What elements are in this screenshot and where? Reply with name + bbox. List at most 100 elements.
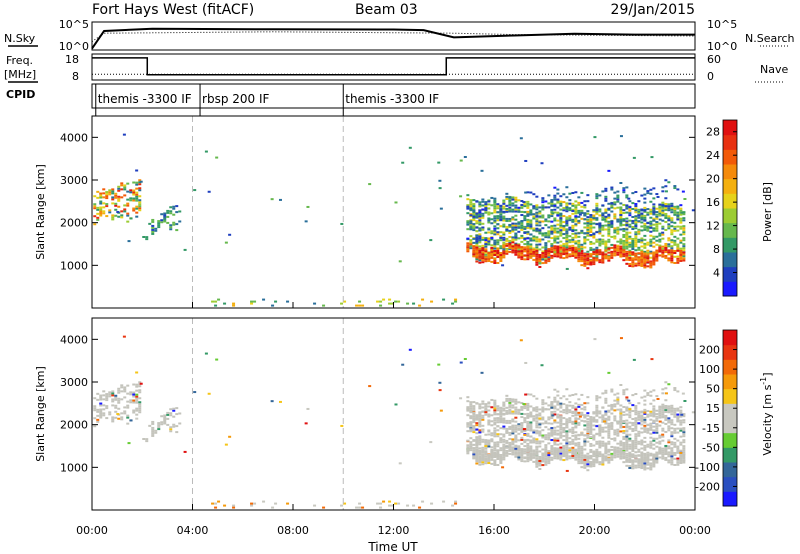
power-cell [541,208,545,211]
power-cell [556,245,560,248]
power-cell [123,210,127,213]
velocity-cell [556,457,560,460]
velocity-cell [682,445,686,448]
velocity-cell [580,393,584,396]
power-cell [117,185,121,188]
velocity-cell [547,454,551,457]
power-cell [508,201,512,204]
power-cell [138,205,142,208]
velocity-cell [487,462,491,465]
power-cell [577,211,581,214]
velocity-cell [487,441,491,444]
velocity-cell [397,502,401,505]
velocity-cell [649,442,653,445]
velocity-cell [586,457,590,460]
velocity-cell [151,432,155,435]
velocity-cell [481,406,485,409]
velocity-cell [574,412,578,415]
power-cell [655,227,659,230]
power-cell [613,252,617,255]
power-cell [571,226,575,229]
power-cell [517,244,521,247]
power-cell [595,251,599,254]
velocity-cell [511,438,515,441]
power-cell [595,217,599,220]
velocity-xtick-label: 08:00 [277,524,309,537]
power-cell [469,247,473,250]
velocity-cell [676,427,680,430]
velocity-cell [490,452,494,455]
velocity-cell [640,431,644,434]
power-cell [640,216,644,219]
power-cell [499,208,503,211]
velocity-cell [628,467,632,470]
velocity-cell [676,463,680,466]
power-cell [469,228,473,231]
velocity-cell [538,440,542,443]
power-cell [439,207,443,210]
velocity-cell [595,448,599,451]
power-cell [541,262,545,265]
velocity-cell [658,412,662,415]
velocity-cell [683,399,687,402]
velocity-cell [544,460,548,463]
velocity-cell [469,443,473,446]
power-cell [523,203,527,206]
velocity-cell [538,457,542,460]
power-cell [481,208,485,211]
velocity-cell [535,461,539,464]
velocity-cell [511,400,515,403]
power-cell [613,229,617,232]
power-cell [126,214,130,217]
power-cell [580,231,584,234]
power-cell [625,250,629,253]
power-cell [661,214,665,217]
power-cell [616,226,620,229]
velocity-cell [577,411,581,414]
power-cell [655,223,659,226]
power-cell [577,249,581,252]
power-cell [183,248,187,251]
velocity-cell [607,449,611,452]
power-cell [111,214,115,217]
velocity-cell [529,421,533,424]
velocity-cell [505,397,509,400]
velocity-cell [640,414,644,417]
velocity-cell [604,412,608,415]
power-cell [631,192,635,195]
power-cell [481,228,485,231]
velocity-cell [628,457,632,460]
velocity-cell [379,506,383,509]
power-cell [490,232,494,235]
power-cell [478,249,482,252]
velocity-cell [526,448,530,451]
velocity-cell [99,398,103,401]
velocity-cell [637,460,641,463]
velocity-cell [379,502,383,505]
velocity-cell [568,449,572,452]
power-cell [592,263,596,266]
velocity-cell [589,461,593,464]
power-cell [616,253,620,256]
velocity-cell [559,448,563,451]
velocity-cell [652,415,656,418]
power-cell [643,250,647,253]
velocity-cell [682,457,686,460]
velocity-cell [661,451,665,454]
velocity-cell [664,452,668,455]
power-cell [634,233,638,236]
velocity-cell [673,415,677,418]
power-cell [138,209,142,212]
velocity-cell [625,433,629,436]
power-cell [562,193,566,196]
velocity-cell [472,449,476,452]
power-cell [649,240,653,243]
velocity-cell [658,424,662,427]
velocity-cell [151,422,155,425]
velocity-cell [679,459,683,462]
power-cell [508,196,512,199]
velocity-cell [646,461,650,464]
velocity-cell [487,430,491,433]
power-cell [508,250,512,253]
power-cell [481,257,485,260]
